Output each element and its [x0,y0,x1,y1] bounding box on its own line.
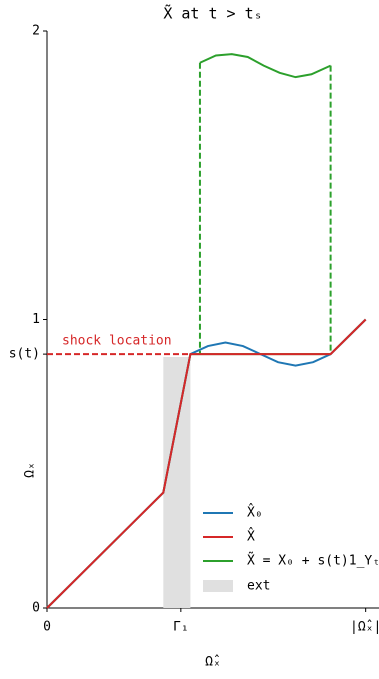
y-tick-label: 0 [32,601,40,616]
x-axis-label: Ω̂ₓ [205,655,221,670]
y-axis-label: Ωₓ [23,462,38,478]
legend-label: ext [247,579,270,594]
series-line [46,318,367,609]
series-line [46,53,367,609]
legend-label: X̂ [247,527,255,544]
legend-swatch [203,580,233,592]
shock-label: shock location [62,334,172,349]
legend-label: X̃ = X₀ + s(t)1_Υₜ [247,552,379,568]
x-tick-label: Γ₁ [173,620,189,635]
x-tick-label: |Ω̂ₓ| [350,620,379,635]
x-tick-label: 0 [43,620,51,635]
y-tick-label: 2 [32,24,40,39]
ext-band [163,357,191,608]
chart-title: X̃ at t > tₛ [163,4,262,23]
y-tick-label: s(t) [9,347,40,362]
y-tick-label: 1 [32,312,40,327]
legend-label: X̂₀ [247,503,263,520]
